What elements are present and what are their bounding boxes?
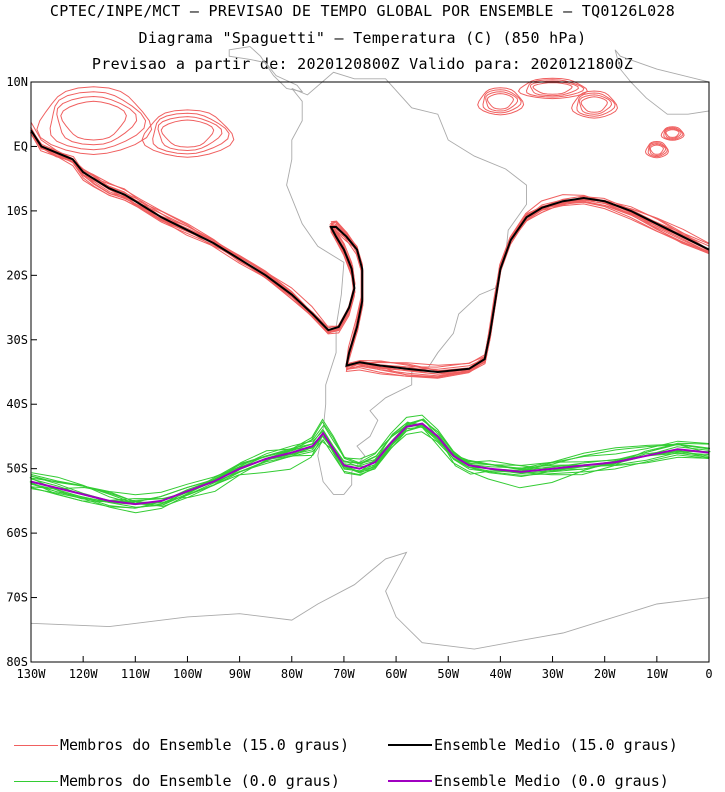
member-blob-3-3 — [482, 89, 522, 114]
member-blob-2-2 — [157, 116, 223, 152]
members-15-layer — [29, 77, 710, 379]
legend-label-mean-0: Ensemble Medio (0.0 graus) — [434, 772, 669, 790]
y-tick-label: EQ — [14, 139, 28, 153]
member-line-0-7 — [30, 421, 711, 508]
member-line-15-12 — [30, 130, 710, 378]
title-line-1: CPTEC/INPE/MCT – PREVISAO DE TEMPO GLOBA… — [49, 2, 676, 20]
member-blob-7-4 — [644, 140, 669, 159]
member-blob-4-4 — [571, 90, 619, 119]
member-line-15-1 — [30, 127, 710, 372]
member-blob-1-3 — [49, 91, 147, 151]
y-tick-label: 30S — [6, 333, 28, 347]
member-blob-3-4 — [477, 87, 525, 116]
x-tick-label: 40W — [490, 667, 512, 681]
legend-swatch-mean-15 — [388, 744, 432, 746]
member-blob-4-3 — [576, 92, 616, 117]
member-line-15-11 — [30, 133, 710, 370]
member-blob-5-4 — [517, 77, 588, 100]
map-background — [30, 46, 710, 663]
x-tick-label: 70W — [333, 667, 355, 681]
legend-label-members-0: Membros do Ensemble (0.0 graus) — [60, 772, 340, 790]
x-tick-label: 110W — [121, 667, 151, 681]
x-tick-label: 10W — [646, 667, 668, 681]
member-line-0-14 — [31, 419, 709, 503]
member-line-15-10 — [30, 129, 710, 379]
y-tick-label: 50S — [6, 462, 28, 476]
member-blob-4-2 — [578, 94, 613, 115]
legend-members-15: Membros do Ensemble (15.0 graus) — [14, 736, 349, 754]
y-tick-label: 80S — [6, 655, 28, 669]
y-tick-label: 70S — [6, 591, 28, 605]
y-tick-label: 20S — [6, 268, 28, 282]
y-tick-label: 60S — [6, 526, 28, 540]
y-tick-label: 10N — [6, 75, 28, 89]
member-blob-6-1 — [665, 129, 680, 138]
x-tick-label: 90W — [229, 667, 251, 681]
x-tick-label: 30W — [542, 667, 564, 681]
member-line-15-3 — [31, 134, 710, 368]
x-tick-label: 80W — [281, 667, 303, 681]
member-blob-6-4 — [660, 126, 685, 141]
member-line-0-5 — [30, 420, 711, 504]
member-line-0-1 — [31, 431, 710, 514]
member-line-0-4 — [31, 425, 709, 509]
x-tick-label: 60W — [385, 667, 407, 681]
ensemble-mean-0-line — [30, 422, 710, 506]
member-line-0-9 — [30, 425, 709, 509]
member-blob-2-3 — [152, 112, 230, 155]
axis-ticks: 130W 120W 110W 100W 90W 80W 70W 60W 50W 40W 30W 20W… — [6, 75, 712, 681]
plot-frame — [30, 81, 710, 663]
member-blob-7-3 — [647, 142, 668, 158]
legend-mean-0: Ensemble Medio (0.0 graus) — [388, 772, 669, 790]
legend-swatch-members-0 — [14, 780, 58, 782]
member-blob-6-2 — [664, 128, 682, 139]
x-tick-label: 130W — [17, 667, 47, 681]
ensemble-mean-15-line — [30, 129, 710, 374]
member-blob-3-1 — [486, 93, 515, 110]
member-line-15-5 — [30, 129, 710, 375]
member-line-15-6 — [30, 127, 710, 377]
member-blob-7-2 — [648, 143, 667, 157]
member-line-15-4 — [30, 122, 710, 374]
member-line-15-8 — [31, 131, 710, 373]
member-line-15-7 — [30, 128, 709, 378]
title-line-3: Previsao a partir de: 2020120800Z Valido… — [91, 55, 634, 73]
member-line-15-9 — [30, 127, 709, 375]
y-tick-label: 40S — [6, 397, 28, 411]
member-blob-4-1 — [580, 96, 608, 113]
member-blob-2-1 — [160, 119, 215, 148]
x-tick-label: 100W — [173, 667, 203, 681]
y-tick-label: 10S — [6, 204, 28, 218]
member-blob-5-1 — [532, 82, 573, 95]
member-blob-7-1 — [649, 144, 664, 155]
member-line-0-12 — [30, 426, 710, 508]
legend-swatch-members-15 — [14, 744, 58, 746]
x-tick-label: 120W — [69, 667, 99, 681]
legend-label-members-15: Membros do Ensemble (15.0 graus) — [60, 736, 349, 754]
member-blob-1-1 — [60, 100, 127, 141]
member-blob-2-4 — [141, 109, 235, 158]
x-tick-label: 20W — [594, 667, 616, 681]
member-blob-1-2 — [56, 95, 138, 146]
means-layer — [30, 129, 710, 506]
legend-label-mean-15: Ensemble Medio (15.0 graus) — [434, 736, 678, 754]
legend-mean-15: Ensemble Medio (15.0 graus) — [388, 736, 678, 754]
legend-swatch-mean-0 — [388, 780, 432, 782]
member-blob-3-2 — [485, 91, 519, 112]
x-tick-label: 50W — [437, 667, 459, 681]
legend-members-0: Membros do Ensemble (0.0 graus) — [14, 772, 340, 790]
member-blob-1-4 — [36, 86, 153, 156]
member-line-15-14 — [29, 132, 709, 372]
member-line-15-13 — [29, 131, 709, 379]
member-line-15-2 — [30, 130, 710, 368]
member-blob-5-3 — [525, 79, 585, 98]
member-blob-6-3 — [663, 127, 684, 140]
title-line-2: Diagrama "Spaguetti" – Temperatura (C) (… — [138, 29, 587, 47]
x-tick-label: 0 — [705, 667, 712, 681]
